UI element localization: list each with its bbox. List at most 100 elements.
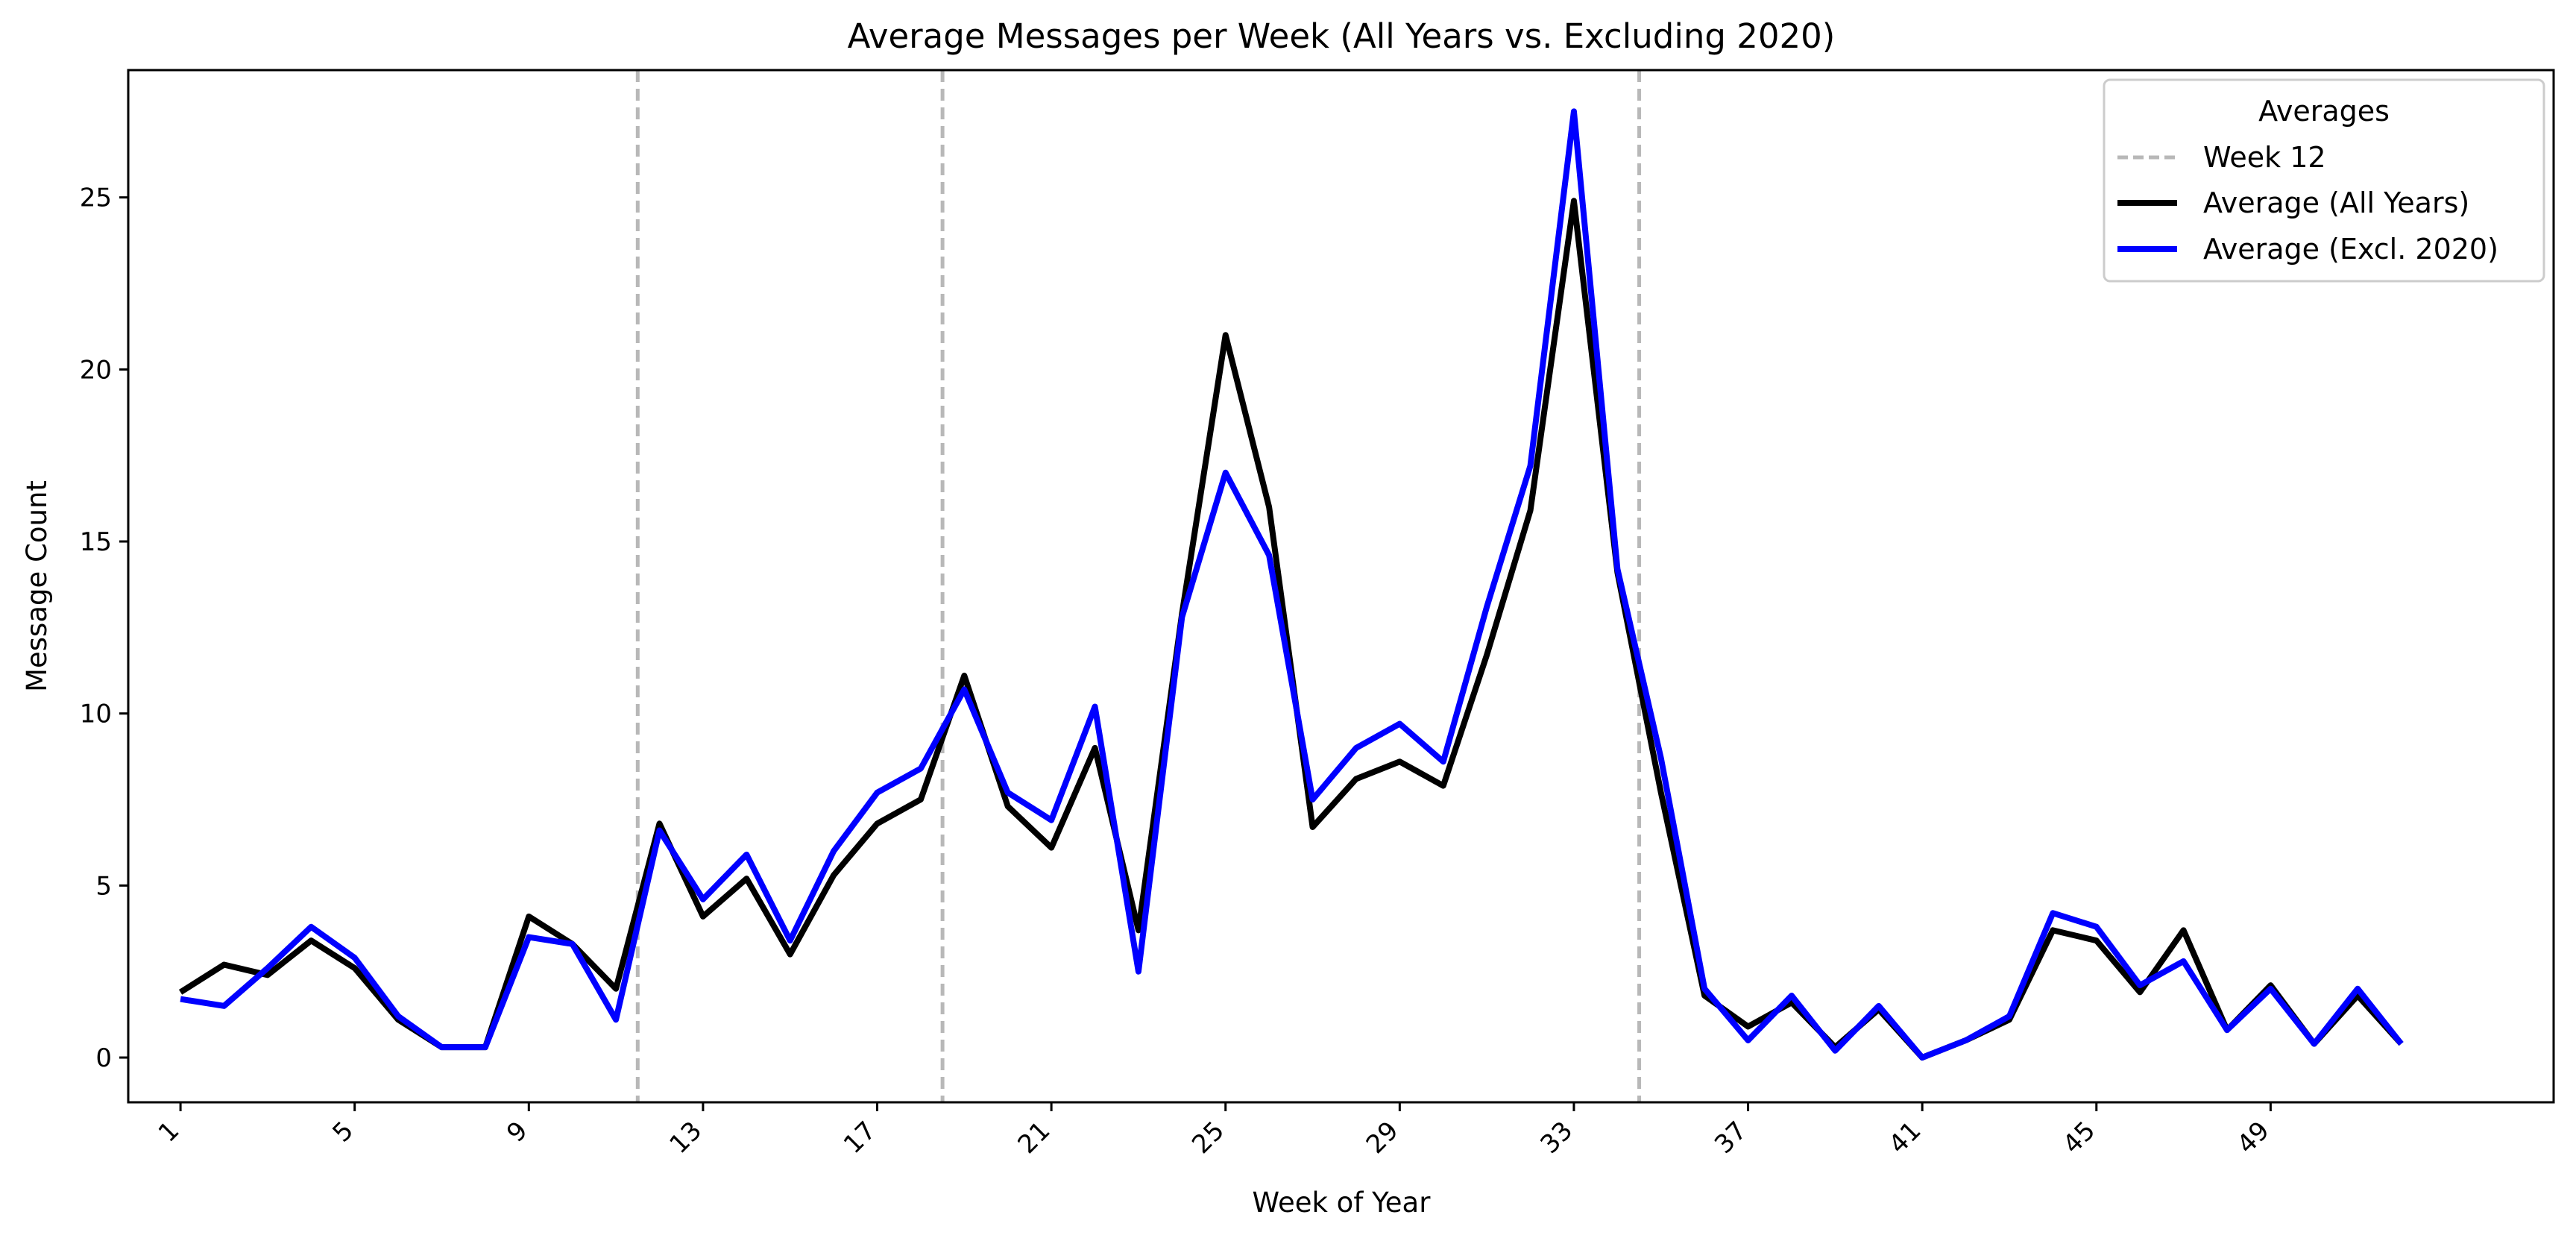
data-point-s1-w14 [743,876,749,882]
data-point-s2-w48 [2224,1027,2230,1033]
data-point-s1-w32 [1528,508,1534,514]
legend-label-excl-2020: Average (Excl. 2020) [2203,233,2498,266]
data-point-s1-w12 [657,820,663,826]
series-lines [177,108,2405,1061]
data-point-s2-w42 [1963,1037,1969,1043]
chart-title: Average Messages per Week (All Years vs.… [848,16,1836,56]
data-point-s2-w38 [1789,993,1795,999]
data-point-s2-w11 [613,1017,619,1022]
data-point-s1-w31 [1484,652,1490,658]
data-point-s2-w50 [2311,1041,2317,1047]
data-point-s2-w30 [1440,758,1446,764]
data-point-s2-w23 [1136,969,1141,975]
data-point-s1-w30 [1440,783,1446,789]
data-point-s1-w17 [875,820,881,826]
data-point-s2-w2 [221,1003,227,1009]
data-point-s1-w19 [961,673,967,679]
data-point-s2-w13 [700,896,706,902]
data-point-s2-w12 [657,828,663,834]
data-point-s1-w26 [1266,504,1272,510]
data-point-s1-w11 [613,986,619,992]
data-point-s2-w45 [2094,924,2100,930]
series-line-2 [180,108,2404,1061]
legend-box [2103,78,2545,283]
y-tick-label-20: 20 [80,355,112,385]
data-point-s2-w37 [1745,1037,1751,1043]
data-point-s2-w7 [438,1044,444,1050]
data-point-s1-w44 [2050,927,2056,933]
data-point-s1-w13 [700,914,706,920]
data-point-s1-w18 [918,797,924,802]
plot-frame [127,69,2555,1104]
data-point-s2-w34 [1614,566,1620,572]
data-point-s1-w33 [1571,198,1577,204]
y-tick-label-15: 15 [80,527,112,557]
data-point-s2-w49 [2267,986,2273,992]
data-point-s2-w3 [265,965,271,971]
data-point-s1-w5 [352,965,358,971]
data-point-s2-w51 [2355,986,2361,992]
data-point-s2-w46 [2137,982,2143,988]
data-point-s1-w4 [308,937,314,943]
data-point-s2-w52 [2399,1041,2405,1047]
data-point-s2-w4 [308,924,314,930]
data-point-s2-w17 [875,790,881,796]
y-tick-label-10: 10 [80,700,112,729]
data-point-s1-w9 [526,914,532,920]
data-point-s2-w28 [1353,745,1359,751]
data-point-s1-w29 [1396,758,1402,764]
data-point-s1-w21 [1048,845,1054,851]
data-point-s1-w20 [1005,803,1011,809]
data-point-s1-w45 [2094,937,2100,943]
data-point-s1-w2 [221,961,227,967]
legend-title: Averages [2258,95,2390,128]
data-point-s1-w35 [1658,790,1664,796]
data-point-s2-w39 [1832,1048,1838,1054]
data-point-s1-w37 [1745,1024,1751,1030]
data-point-s1-w16 [831,873,837,879]
data-point-s2-w40 [1876,1003,1882,1009]
data-point-s2-w6 [395,1014,401,1019]
y-tick-label-0: 0 [95,1043,112,1073]
x-axis-label: Week of Year [1253,1187,1432,1219]
legend: Averages Week 12 Average (All Years) Ave… [2103,78,2545,283]
y-tick-label-25: 25 [80,183,112,213]
data-point-s2-w26 [1266,552,1272,558]
data-point-s2-w24 [1179,615,1185,620]
data-point-s1-w25 [1223,332,1229,338]
data-point-s2-w18 [918,766,924,772]
data-point-s2-w15 [787,937,793,943]
data-point-s1-w1 [177,989,183,995]
y-axis-label: Message Count [21,480,53,692]
data-point-s2-w5 [352,955,358,961]
data-point-s1-w27 [1310,824,1316,830]
data-point-s2-w1 [177,996,183,1002]
data-point-s2-w14 [743,852,749,858]
data-point-s2-w47 [2181,958,2187,964]
data-point-s1-w47 [2181,927,2187,933]
data-point-s2-w44 [2050,910,2056,916]
legend-label-all-years: Average (All Years) [2203,186,2469,219]
data-point-s2-w36 [1701,986,1707,992]
legend-label-vline: Week 12 [2203,141,2326,174]
y-tick-label-5: 5 [95,871,112,901]
data-point-s2-w21 [1048,817,1054,823]
data-point-s2-w20 [1005,790,1011,796]
data-point-s2-w27 [1310,797,1316,802]
data-point-s2-w19 [961,686,967,692]
data-point-s2-w25 [1223,470,1229,476]
data-point-s2-w33 [1571,108,1577,114]
data-point-s2-w8 [482,1044,488,1050]
data-point-s2-w9 [526,934,532,940]
data-point-s1-w15 [787,952,793,958]
data-point-s2-w41 [1919,1055,1925,1061]
data-point-s2-w29 [1396,721,1402,727]
data-point-s2-w35 [1658,755,1664,761]
data-point-s2-w43 [2006,1014,2012,1019]
data-point-s1-w28 [1353,776,1359,782]
data-point-s1-w22 [1092,745,1098,751]
data-point-s2-w16 [831,848,837,854]
data-point-s2-w31 [1484,604,1490,610]
data-point-s2-w22 [1092,703,1098,709]
